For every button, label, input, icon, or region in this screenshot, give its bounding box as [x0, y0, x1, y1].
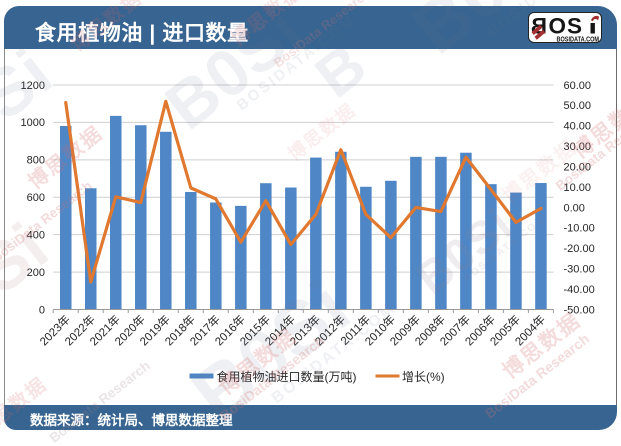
svg-text:-20.00: -20.00 [564, 243, 595, 255]
svg-text:BOSIDATA.COM: BOSIDATA.COM [557, 36, 600, 43]
svg-text:-10.00: -10.00 [564, 223, 595, 235]
svg-text:30.00: 30.00 [564, 141, 592, 153]
svg-text:增长(%): 增长(%) [402, 370, 445, 384]
svg-text:400: 400 [27, 229, 45, 241]
svg-text:食用植物油进口数量(万吨): 食用植物油进口数量(万吨) [217, 369, 357, 384]
svg-text:1200: 1200 [21, 80, 45, 92]
svg-text:-40.00: -40.00 [564, 284, 595, 296]
svg-text:S: S [567, 14, 582, 39]
svg-text:1000: 1000 [21, 117, 45, 129]
svg-text:O: O [549, 14, 567, 39]
svg-text:200: 200 [27, 267, 45, 279]
svg-text:800: 800 [27, 155, 45, 167]
svg-text:-50.00: -50.00 [564, 304, 595, 316]
svg-text:50.00: 50.00 [564, 100, 592, 112]
svg-text:20.00: 20.00 [564, 161, 592, 173]
svg-text:600: 600 [27, 192, 45, 204]
svg-text:0.00: 0.00 [564, 202, 585, 214]
svg-text:40.00: 40.00 [564, 121, 592, 133]
svg-text:-30.00: -30.00 [564, 263, 595, 275]
svg-text:10.00: 10.00 [564, 182, 592, 194]
svg-text:60.00: 60.00 [564, 80, 592, 92]
svg-text:0: 0 [39, 304, 45, 316]
